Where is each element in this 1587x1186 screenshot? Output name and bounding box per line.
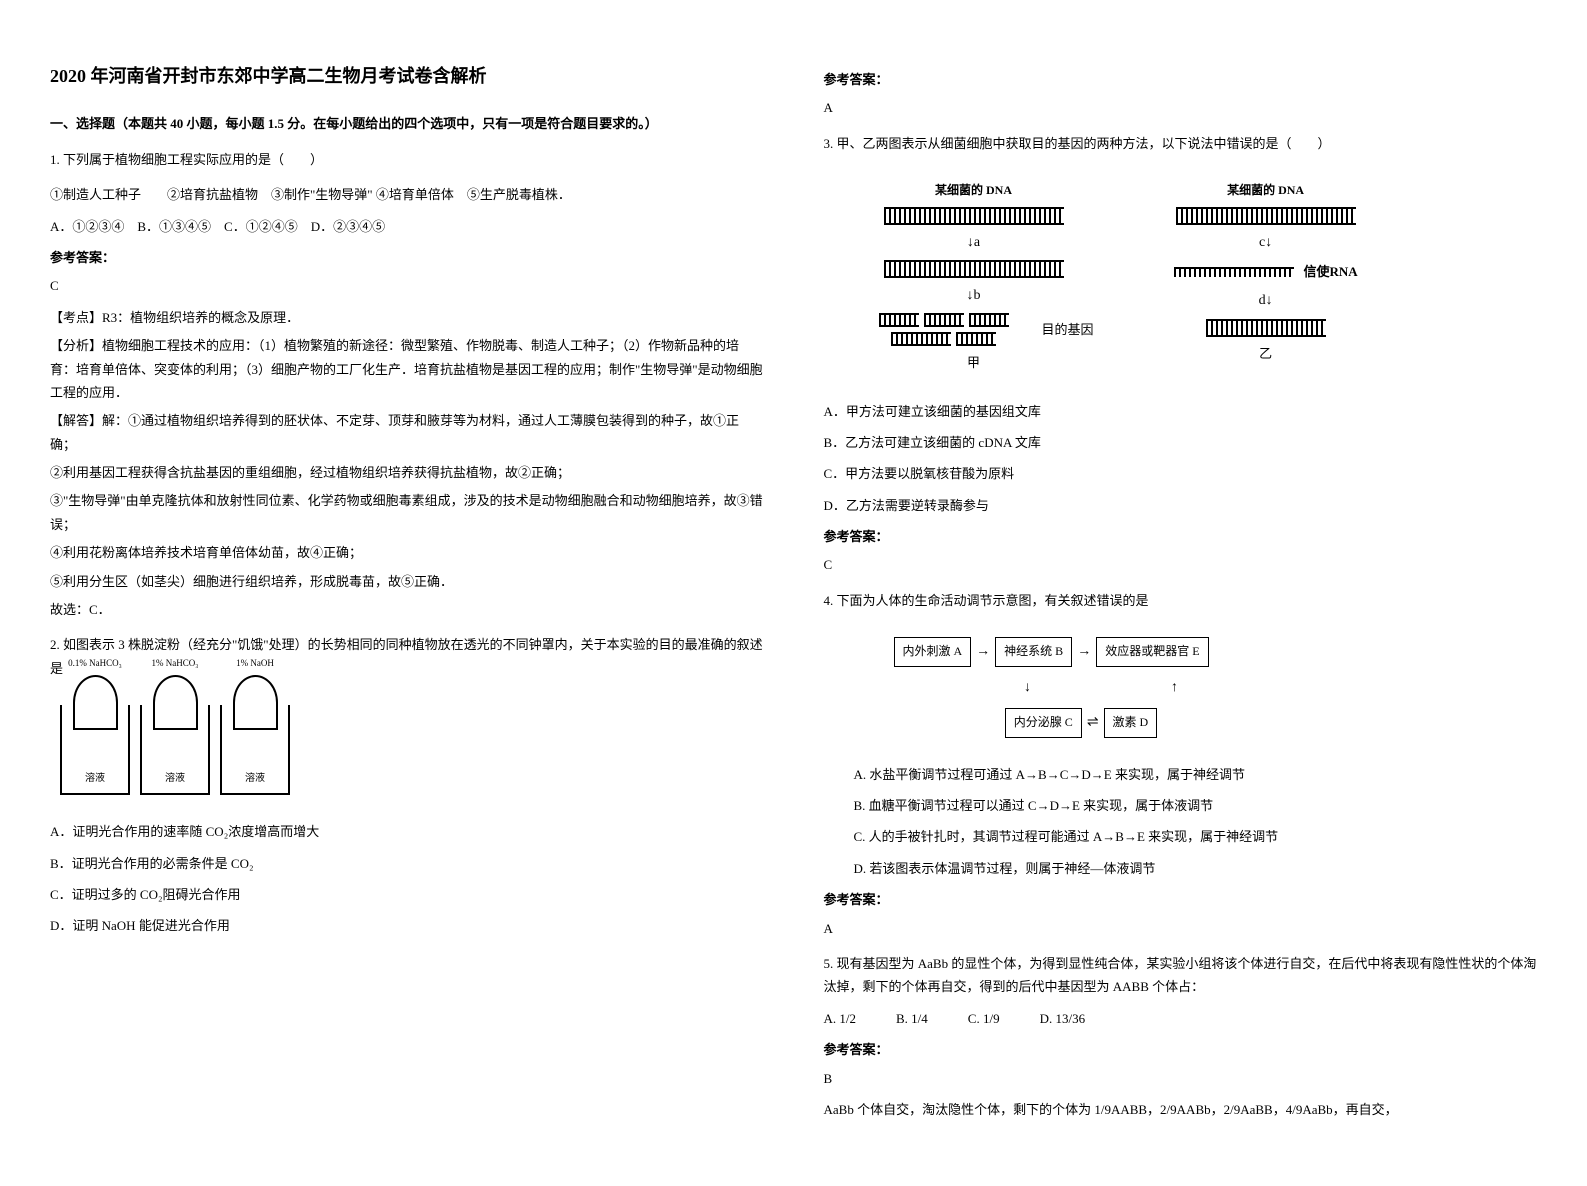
target-gene-label: 目的基因 <box>1042 318 1094 341</box>
q4-optB: B. 血糖平衡调节过程可以通过 C→D→E 来实现，属于体液调节 <box>824 794 1538 817</box>
q1-exp3: 【解答】解：①通过植物组织培养得到的胚状体、不定芽、顶芽和腋芽等为材料，通过人工… <box>50 409 764 456</box>
q3-optC: C．甲方法要以脱氧核苷酸为原料 <box>824 462 1538 485</box>
q2-optB: B．证明光合作用的必需条件是 CO₂ <box>50 852 764 875</box>
dna-diagram-yi: 某细菌的 DNA c↓ 信使RNA d↓ 乙 <box>1174 180 1358 365</box>
dna-diagram-jia: 某细菌的 DNA ↓a ↓b 目的基因 <box>854 180 1094 374</box>
right-column: 参考答案： A 3. 甲、乙两图表示从细菌细胞中获取目的基因的两种方法，以下说法… <box>824 60 1538 1126</box>
beaker2-top-label: 1% NaHCO₃ <box>135 655 215 671</box>
arrow-down-icon: ↓b <box>967 283 981 308</box>
beaker-dome-icon <box>233 675 278 730</box>
q1-stem: 1. 下列属于植物细胞工程实际应用的是（ ） <box>50 148 764 171</box>
left-column: 2020 年河南省开封市东郊中学高二生物月考试卷含解析 一、选择题（本题共 40… <box>50 60 764 1126</box>
q1-exp1: 【考点】R3：植物组织培养的概念及原理． <box>50 306 764 329</box>
dna-fragments <box>854 313 1034 346</box>
q5-answer: B <box>824 1067 1538 1090</box>
beaker-2: 溶液 <box>140 705 210 795</box>
dna-strand-icon <box>884 207 1064 225</box>
q4-stem: 4. 下面为人体的生命活动调节示意图，有关叙述错误的是 <box>824 589 1538 612</box>
q4-answer: A <box>824 917 1538 940</box>
q3-answer: C <box>824 553 1538 576</box>
beaker-dome-icon <box>73 675 118 730</box>
q2-answer-label: 参考答案： <box>824 68 1538 91</box>
q5-optC: C. 1/9 <box>968 1007 1000 1030</box>
beaker1-top-label: 0.1% NaHCO₃ <box>55 655 135 671</box>
arrow-down-icon: d↓ <box>1259 288 1273 313</box>
q1-exp7: ⑤利用分生区（如茎尖）细胞进行组织培养，形成脱毒苗，故⑤正确． <box>50 570 764 593</box>
beaker1-label: 溶液 <box>62 770 128 788</box>
dna-fragment-icon <box>924 313 964 327</box>
rna-strand-icon <box>1174 267 1294 277</box>
flow-box-e: 效应器或靶器官 E <box>1096 637 1208 667</box>
q3-answer-label: 参考答案： <box>824 525 1538 548</box>
q1-items: ①制造人工种子 ②培育抗盐植物 ③制作"生物导弹" ④培育单倍体 ⑤生产脱毒植株… <box>50 183 764 206</box>
q2-figure: 0.1% NaHCO₃ 溶液 1% NaHCO₃ 溶液 1% NaOH <box>50 695 764 805</box>
dna-fragment-icon <box>969 313 1009 327</box>
label-b: b <box>974 288 981 303</box>
beaker-3: 溶液 <box>220 705 290 795</box>
q3-optA: A．甲方法可建立该细菌的基因组文库 <box>824 400 1538 423</box>
beaker-dome-icon <box>153 675 198 730</box>
flow-box-a: 内外刺激 A <box>894 637 972 667</box>
q2-optD: D．证明 NaOH 能促进光合作用 <box>50 914 764 937</box>
flow-box-c: 内分泌腺 C <box>1005 708 1082 738</box>
arrow-down-icon: ↓ <box>1024 675 1031 700</box>
section-heading: 一、选择题（本题共 40 小题，每小题 1.5 分。在每小题给出的四个选项中，只… <box>50 112 764 135</box>
q5-exp: AaBb 个体自交，淘汰隐性个体，剩下的个体为 1/9AABB，2/9AABb，… <box>824 1098 1538 1121</box>
beaker3-label: 溶液 <box>222 770 288 788</box>
q2-optC: C．证明过多的 CO₂阻碍光合作用 <box>50 883 764 906</box>
q2-answer: A <box>824 96 1538 119</box>
beaker2-label: 溶液 <box>142 770 208 788</box>
rna-label: 信使RNA <box>1304 260 1358 283</box>
dna-label-2: 某细菌的 DNA <box>1227 180 1304 202</box>
q4-optA: A. 水盐平衡调节过程可通过 A→B→C→D→E 来实现，属于神经调节 <box>824 763 1538 786</box>
q5-stem: 5. 现有基因型为 AaBb 的显性个体，为得到显性纯合体，某实验小组将该个体进… <box>824 952 1538 999</box>
q4-answer-label: 参考答案： <box>824 888 1538 911</box>
label-d: d <box>1259 293 1266 308</box>
q1-answer-label: 参考答案： <box>50 246 764 269</box>
q2-optA: A．证明光合作用的速率随 CO₂浓度增高而增大 <box>50 820 764 843</box>
q1-exp4: ②利用基因工程获得含抗盐基因的重组细胞，经过植物组织培养获得抗盐植物，故②正确； <box>50 461 764 484</box>
flow-box-d: 激素 D <box>1104 708 1158 738</box>
q5-optB: B. 1/4 <box>896 1007 928 1030</box>
dna-label-1: 某细菌的 DNA <box>935 180 1012 202</box>
beaker-1: 溶液 <box>60 705 130 795</box>
label-yi: 乙 <box>1259 342 1272 365</box>
dna-strand-icon <box>884 260 1064 278</box>
q3-optB: B．乙方法可建立该细菌的 cDNA 文库 <box>824 431 1538 454</box>
q1-options: A．①②③④ B．①③④⑤ C．①②④⑤ D．②③④⑤ <box>50 215 764 238</box>
q3-figure: 某细菌的 DNA ↓a ↓b 目的基因 <box>824 170 1538 384</box>
label-c: c <box>1259 235 1265 250</box>
dna-strand-icon <box>1206 319 1326 337</box>
q4-optD: D. 若该图表示体温调节过程，则属于神经—体液调节 <box>824 857 1538 880</box>
q1-exp5: ③"生物导弹"由单克隆抗体和放射性同位素、化学药物或细胞毒素组成，涉及的技术是动… <box>50 489 764 536</box>
dna-fragment-icon <box>891 332 951 346</box>
dna-fragment-icon <box>879 313 919 327</box>
q5-answer-label: 参考答案： <box>824 1038 1538 1061</box>
flow-box-b: 神经系统 B <box>995 637 1072 667</box>
arrow-down-icon: ↓a <box>967 230 980 255</box>
q4-optC: C. 人的手被针扎时，其调节过程可能通过 A→B→E 来实现，属于神经调节 <box>824 825 1538 848</box>
beaker3-top-label: 1% NaOH <box>215 655 295 671</box>
q1-exp6: ④利用花粉离体培养技术培育单倍体幼苗，故④正确； <box>50 541 764 564</box>
exam-title: 2020 年河南省开封市东郊中学高二生物月考试卷含解析 <box>50 60 764 92</box>
q1-exp2: 【分析】植物细胞工程技术的应用：（1）植物繁殖的新途径：微型繁殖、作物脱毒、制造… <box>50 334 764 404</box>
q5-options: A. 1/2 B. 1/4 C. 1/9 D. 13/36 <box>824 1007 1538 1030</box>
q5-optA: A. 1/2 <box>824 1007 857 1030</box>
label-jia: 甲 <box>967 351 980 374</box>
arrow-bidir-icon: ⇌ <box>1087 710 1099 735</box>
q1-answer: C <box>50 274 764 297</box>
q5-optD: D. 13/36 <box>1040 1007 1086 1030</box>
q4-figure: 内外刺激 A → 神经系统 B → 效应器或靶器官 E ↓ ↑ 内分泌腺 C ⇌… <box>824 627 1538 747</box>
q3-optD: D．乙方法需要逆转录酶参与 <box>824 494 1538 517</box>
dna-strand-icon <box>1176 207 1356 225</box>
arrow-up-icon: ↑ <box>1171 675 1178 700</box>
arrow-right-icon: → <box>1077 639 1091 664</box>
arrow-right-icon: → <box>976 639 990 664</box>
dna-fragment-icon <box>956 332 996 346</box>
q3-stem: 3. 甲、乙两图表示从细菌细胞中获取目的基因的两种方法，以下说法中错误的是（ ） <box>824 132 1538 155</box>
q1-exp8: 故选：C． <box>50 598 764 621</box>
label-a: a <box>974 235 980 250</box>
arrow-down-icon: c↓ <box>1259 230 1272 255</box>
